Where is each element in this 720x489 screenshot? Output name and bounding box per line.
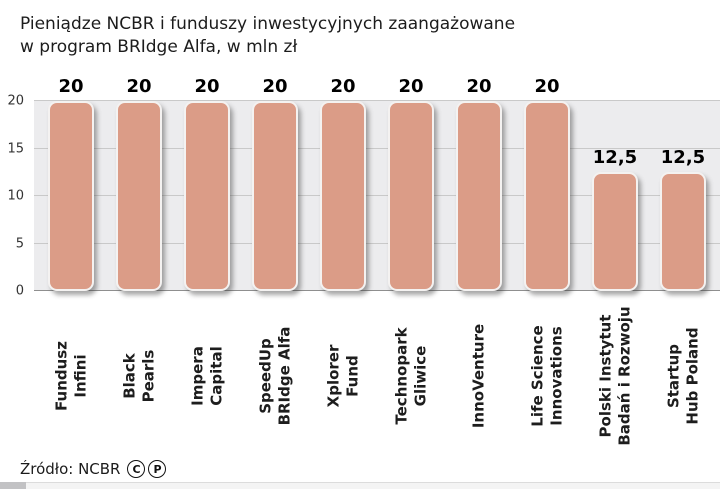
bars-area: 20 20 20 20 20 20 20 20 12,5 12,5 [37, 67, 717, 292]
gridline [34, 147, 720, 149]
bar-value-label: 20 [58, 76, 84, 98]
bar-column: 20 [377, 67, 445, 292]
copyright-icon: C [127, 460, 146, 479]
license-icons: C P [127, 460, 167, 479]
chart-title: Pieniądze NCBR i funduszy inwestycyjnych… [20, 14, 516, 57]
bar-value-label: 12,5 [660, 147, 706, 169]
source-line: Źródło: NCBR C P [20, 460, 720, 479]
scrollbar-thumb[interactable] [0, 482, 26, 489]
bar [388, 101, 434, 292]
y-tick-label: 10 [7, 188, 24, 204]
chart: 0 5 10 15 20 20 20 20 20 20 20 20 20 12,5 12… [0, 67, 720, 451]
bar-value-label: 20 [398, 76, 424, 98]
x-axis-label: Impera Capital [188, 346, 225, 407]
x-axis-label: Technopark Gliwice [392, 327, 429, 425]
x-axis-label: Xplorer Fund [324, 344, 361, 408]
scrollbar-horizontal[interactable] [0, 482, 720, 489]
gridline [34, 290, 720, 292]
bar-value-label: 20 [534, 76, 560, 98]
y-axis: 0 5 10 15 20 [0, 94, 28, 299]
bar-column: 12,5 [581, 67, 649, 292]
y-tick-label: 5 [15, 236, 24, 252]
x-axis-label: Startup Hub Poland [664, 327, 701, 425]
x-axis-label: Black Pearls [120, 349, 157, 403]
bar-column: 20 [513, 67, 581, 292]
bar-column: 20 [173, 67, 241, 292]
bar-column: 12,5 [649, 67, 717, 292]
gridline [34, 242, 720, 244]
bar-column: 20 [309, 67, 377, 292]
source-label: Źródło: NCBR [20, 460, 121, 479]
bar-value-label: 20 [194, 76, 220, 98]
plot-area: 0 5 10 15 20 20 20 20 20 20 20 20 20 12,5 12… [7, 67, 720, 299]
bar [184, 101, 230, 292]
gridline [34, 100, 720, 102]
x-axis-label: Life Science Innovations [528, 325, 565, 427]
bar-value-label: 12,5 [592, 147, 638, 169]
x-axis-label: SpeedUp BRIdge Alfa [256, 326, 293, 426]
bar [252, 101, 298, 292]
bar-column: 20 [445, 67, 513, 292]
published-icon: P [148, 460, 167, 479]
x-axis-label: InnoVenture [469, 324, 488, 429]
bar-value-label: 20 [126, 76, 152, 98]
bar-value-label: 20 [330, 76, 356, 98]
gridline [34, 195, 720, 197]
bar [660, 172, 706, 292]
bar-column: 20 [105, 67, 173, 292]
y-tick-label: 0 [15, 283, 24, 299]
x-axis-label: Polski Instytut Badań i Rozwoju [596, 306, 633, 446]
bar-column: 20 [37, 67, 105, 292]
bar-value-label: 20 [466, 76, 492, 98]
x-axis-label: Fundusz Infini [52, 341, 89, 412]
bar [456, 101, 502, 292]
bar [48, 101, 94, 292]
bar [320, 101, 366, 292]
bar [116, 101, 162, 292]
y-tick-label: 20 [7, 93, 24, 109]
bar-value-label: 20 [262, 76, 288, 98]
bar [524, 101, 570, 292]
bar-column: 20 [241, 67, 309, 292]
y-tick-label: 15 [7, 141, 24, 157]
x-axis-labels: Fundusz Infini Black Pearls Impera Capit… [34, 301, 720, 451]
bar [592, 172, 638, 292]
